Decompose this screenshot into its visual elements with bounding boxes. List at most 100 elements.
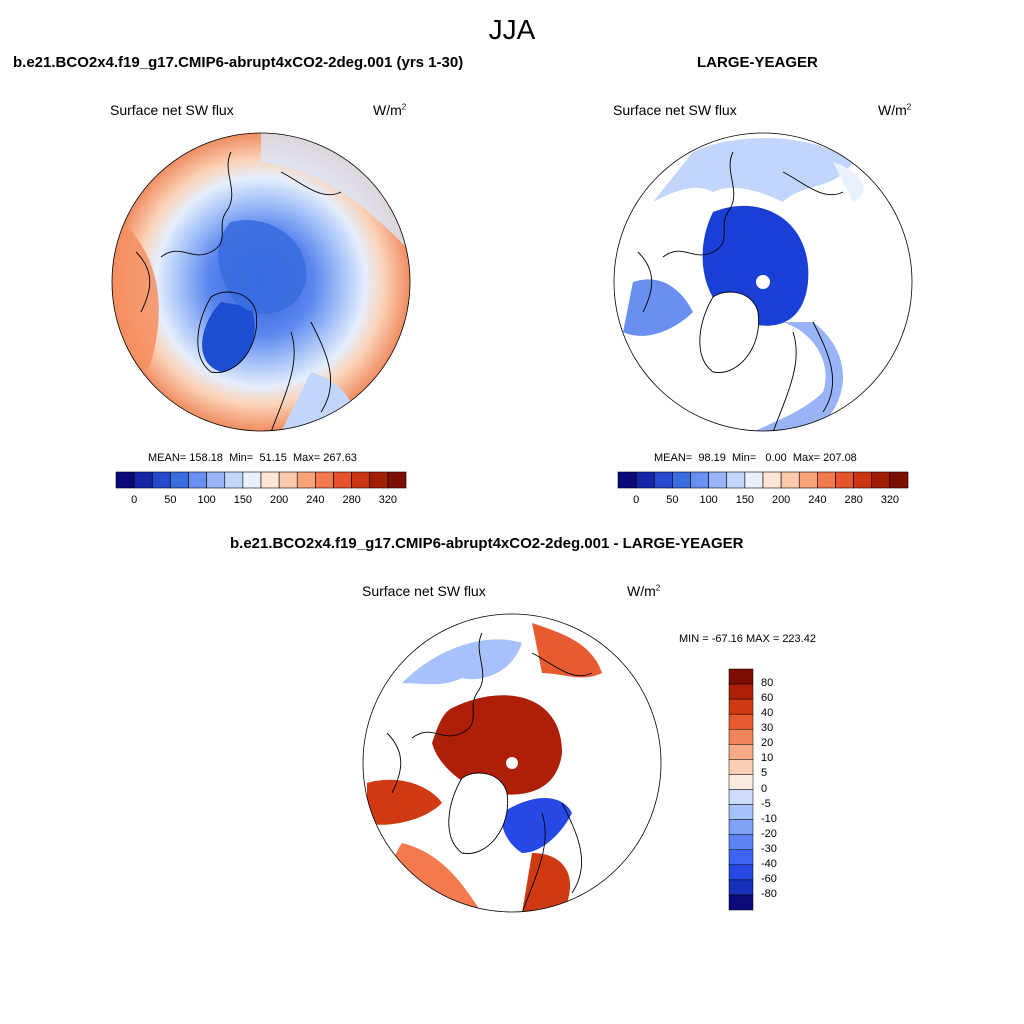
colorbar-swatch xyxy=(387,471,407,489)
colorbar-swatch xyxy=(728,698,754,715)
colorbar-tick-label: -5 xyxy=(761,797,771,810)
panel3-colorbar xyxy=(728,668,754,911)
colorbar-swatch xyxy=(115,471,135,489)
colorbar-swatch xyxy=(728,729,754,745)
panel3-variable-label: Surface net SW flux xyxy=(362,583,486,599)
panel1-variable-label: Surface net SW flux xyxy=(110,102,234,118)
colorbar-tick-label: 20 xyxy=(761,737,774,750)
panel2-title: LARGE-YEAGER xyxy=(697,54,818,71)
panel1-units-label: W/m2 xyxy=(373,102,407,118)
colorbar-swatch xyxy=(817,471,836,489)
panel1-stats: MEAN= 158.18 Min= 51.15 Max= 267.63 xyxy=(148,452,357,464)
colorbar-swatch xyxy=(728,879,754,896)
colorbar-swatch xyxy=(672,471,691,489)
colorbar-tick-label: 80 xyxy=(761,677,774,690)
panel2-coastlines xyxy=(637,151,844,431)
panel2-field-region xyxy=(623,279,693,336)
colorbar-swatch xyxy=(728,849,754,866)
panel1-greenland-field xyxy=(202,302,255,372)
colorbar-swatch xyxy=(728,864,754,881)
colorbar-tick-label: 320 xyxy=(880,494,900,506)
panel3-field-region xyxy=(522,853,571,912)
panel1-colorbar xyxy=(115,471,407,489)
panel3-arctic-field xyxy=(432,695,562,795)
panel3-title: b.e21.BCO2x4.f19_g17.CMIP6-abrupt4xCO2-2… xyxy=(230,535,744,552)
colorbar-swatch xyxy=(728,789,754,805)
colorbar-swatch xyxy=(871,471,891,489)
panel3-field-region xyxy=(501,798,572,853)
colorbar-tick-label: -60 xyxy=(761,872,777,885)
panel3-field-region xyxy=(532,623,602,678)
colorbar-tick-label: 0 xyxy=(633,494,640,506)
colorbar-swatch xyxy=(260,471,280,489)
panel2-field-region xyxy=(833,162,864,202)
colorbar-tick-label: 5 xyxy=(761,767,768,780)
colorbar-swatch xyxy=(333,471,352,489)
colorbar-swatch xyxy=(744,471,764,489)
panel3-field-region xyxy=(367,779,442,825)
panel3-polar-map xyxy=(362,613,662,913)
colorbar-swatch xyxy=(206,471,226,489)
colorbar-swatch xyxy=(726,471,746,489)
panel3-units-label: W/m2 xyxy=(627,583,661,599)
colorbar-tick-label: 150 xyxy=(735,494,755,506)
panel3-field-region xyxy=(402,639,522,685)
panel2-variable-label: Surface net SW flux xyxy=(613,102,737,118)
colorbar-swatch xyxy=(728,713,754,730)
colorbar-swatch xyxy=(653,471,673,489)
colorbar-tick-label: 50 xyxy=(666,494,679,506)
panel1-arctic-field xyxy=(218,220,307,314)
panel2-colorbar-labels: 0 50 100 150 200 240 280 320 xyxy=(618,494,908,508)
colorbar-swatch xyxy=(728,683,754,700)
panel3-colorbar-labels: 80 60 40 30 20 10 5 0 -5 -10 -20 -30 -40 -60 -80 xyxy=(761,669,801,910)
colorbar-tick-label: 10 xyxy=(761,752,774,765)
colorbar-swatch xyxy=(133,471,153,489)
colorbar-swatch xyxy=(617,471,637,489)
colorbar-tick-label: 150 xyxy=(233,494,253,506)
colorbar-swatch xyxy=(151,471,171,489)
panel3-coastlines xyxy=(386,632,593,912)
colorbar-tick-label: 320 xyxy=(378,494,398,506)
colorbar-tick-label: 0 xyxy=(761,782,768,795)
colorbar-tick-label: 240 xyxy=(306,494,325,506)
colorbar-tick-label: -40 xyxy=(761,857,777,870)
panel2-colorbar xyxy=(617,471,909,489)
panel1-polar-map xyxy=(111,132,411,432)
panel2-field-region xyxy=(653,138,853,202)
colorbar-tick-label: 200 xyxy=(269,494,289,506)
colorbar-swatch xyxy=(242,471,262,489)
panel2-polar-map xyxy=(613,132,913,432)
colorbar-swatch xyxy=(351,471,371,489)
colorbar-swatch xyxy=(728,804,754,820)
panel2-units-label: W/m2 xyxy=(878,102,912,118)
colorbar-swatch xyxy=(889,471,909,489)
panel2-stats: MEAN= 98.19 Min= 0.00 Max= 207.08 xyxy=(654,452,857,464)
colorbar-tick-label: 200 xyxy=(771,494,791,506)
panel2-map-border xyxy=(613,132,913,432)
colorbar-swatch xyxy=(635,471,655,489)
colorbar-tick-label: 40 xyxy=(761,707,774,720)
colorbar-tick-label: -30 xyxy=(761,842,777,855)
colorbar-swatch xyxy=(296,471,316,489)
panel1-map-border xyxy=(111,132,411,432)
colorbar-tick-label: 30 xyxy=(761,722,774,735)
colorbar-swatch xyxy=(690,471,709,489)
panel3-pole-hole xyxy=(506,757,518,769)
colorbar-swatch xyxy=(315,471,334,489)
colorbar-swatch xyxy=(224,471,244,489)
colorbar-swatch xyxy=(853,471,873,489)
colorbar-swatch xyxy=(728,759,754,775)
colorbar-tick-label: -20 xyxy=(761,827,777,840)
colorbar-tick-label: 240 xyxy=(808,494,827,506)
colorbar-tick-label: 50 xyxy=(164,494,177,506)
colorbar-swatch xyxy=(728,894,754,911)
colorbar-swatch xyxy=(188,471,207,489)
colorbar-tick-label: -10 xyxy=(761,812,777,825)
colorbar-swatch xyxy=(728,834,754,850)
panel3-map-border xyxy=(362,613,662,913)
colorbar-swatch xyxy=(728,744,754,760)
figure-title: JJA xyxy=(488,14,536,45)
colorbar-swatch xyxy=(278,471,298,489)
colorbar-swatch xyxy=(762,471,782,489)
panel1-coastlines xyxy=(135,151,342,431)
